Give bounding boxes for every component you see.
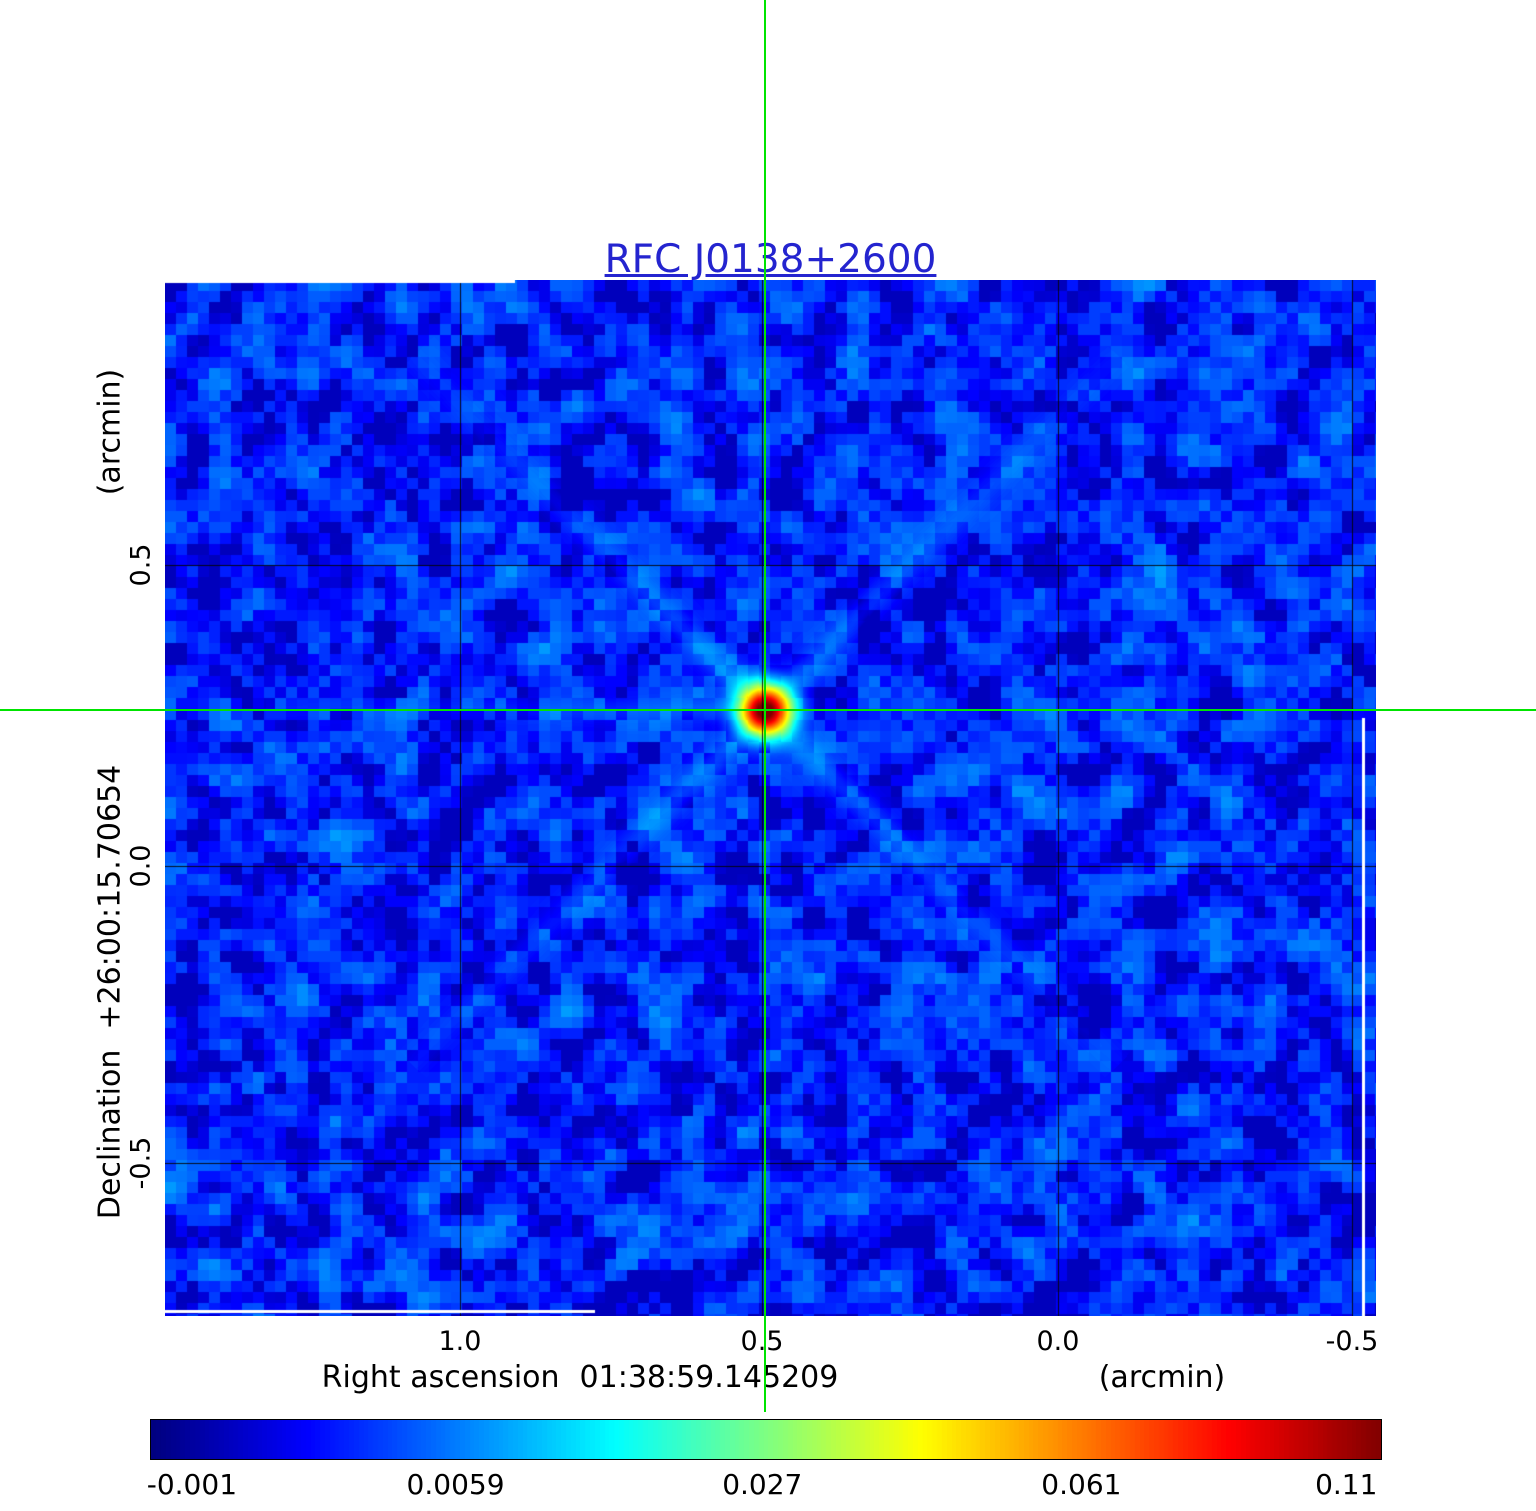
y-tick-label: -0.5	[125, 1136, 157, 1190]
heatmap-canvas	[165, 280, 1376, 1316]
colorbar-tick-label: -0.001	[146, 1468, 238, 1501]
colorbar-tick-label: 0.027	[722, 1468, 803, 1501]
crosshair-vertical-line	[764, 0, 767, 1412]
y-axis-coordinate: +26:00:15.70654	[92, 764, 128, 1030]
colorbar-tick-label: 0.061	[1041, 1468, 1122, 1501]
source-title-link[interactable]: RFC J0138+2600	[604, 237, 937, 282]
colorbar-tick-label: 0.11	[1315, 1468, 1378, 1501]
y-tick-label: 0.0	[125, 844, 157, 888]
y-axis-unit-label: (arcmin)	[92, 368, 128, 496]
x-axis-label-text: Right ascension	[321, 1360, 560, 1395]
x-tick-label: 0.5	[740, 1326, 784, 1357]
colorbar-gradient-canvas	[151, 1420, 1381, 1459]
y-axis-label-text: Declination	[92, 1049, 128, 1220]
x-axis-coordinate: 01:38:59.145209	[579, 1360, 839, 1395]
crosshair-horizontal-line	[0, 709, 1536, 712]
y-axis-label: Declination +26:00:15.70654	[93, 765, 128, 1219]
x-tick-label: 0.0	[1036, 1326, 1080, 1357]
y-tick-label: 0.5	[125, 543, 157, 587]
x-axis-unit-label: (arcmin)	[1098, 1360, 1226, 1395]
x-tick-label: -0.5	[1325, 1326, 1379, 1357]
x-axis-label: Right ascension 01:38:59.145209	[322, 1360, 839, 1395]
x-tick-label: 1.0	[438, 1326, 482, 1357]
colorbar	[150, 1419, 1382, 1460]
colorbar-tick-label: 0.0059	[406, 1468, 505, 1501]
sky-map	[165, 280, 1376, 1316]
